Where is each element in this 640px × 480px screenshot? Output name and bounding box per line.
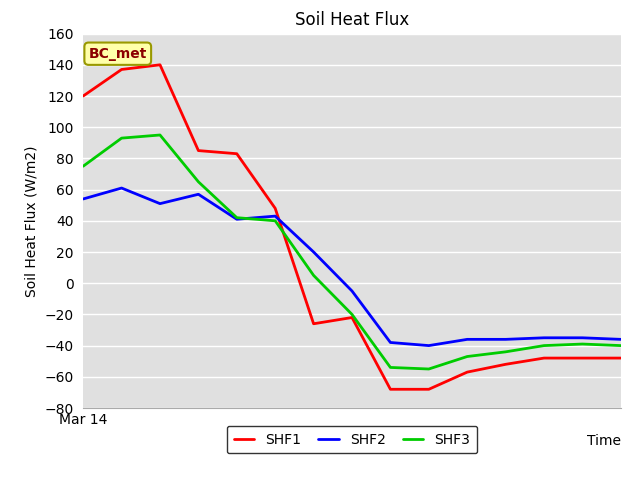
SHF3 — [118, 135, 125, 141]
SHF3 — [502, 349, 509, 355]
SHF2 — [540, 335, 548, 341]
SHF3 — [156, 132, 164, 138]
SHF3 — [540, 343, 548, 348]
SHF2 — [79, 196, 87, 202]
SHF1 — [79, 93, 87, 99]
SHF3 — [463, 354, 471, 360]
SHF3 — [271, 218, 279, 224]
SHF1 — [425, 386, 433, 392]
Legend: SHF1, SHF2, SHF3: SHF1, SHF2, SHF3 — [227, 426, 477, 454]
Text: BC_met: BC_met — [88, 47, 147, 60]
SHF2 — [156, 201, 164, 206]
SHF1 — [310, 321, 317, 326]
SHF1 — [118, 67, 125, 72]
SHF1 — [348, 315, 356, 321]
Line: SHF3: SHF3 — [83, 135, 621, 369]
SHF2 — [233, 216, 241, 222]
Y-axis label: Soil Heat Flux (W/m2): Soil Heat Flux (W/m2) — [25, 145, 38, 297]
SHF1 — [387, 386, 394, 392]
SHF2 — [502, 336, 509, 342]
SHF3 — [195, 179, 202, 185]
SHF2 — [348, 288, 356, 294]
SHF2 — [271, 213, 279, 219]
SHF1 — [463, 369, 471, 375]
SHF3 — [425, 366, 433, 372]
SHF2 — [579, 335, 586, 341]
SHF1 — [156, 62, 164, 68]
SHF2 — [617, 336, 625, 342]
SHF2 — [118, 185, 125, 191]
SHF1 — [502, 361, 509, 367]
SHF3 — [617, 343, 625, 348]
SHF3 — [579, 341, 586, 347]
SHF2 — [463, 336, 471, 342]
Title: Soil Heat Flux: Soil Heat Flux — [295, 11, 409, 29]
Text: Time: Time — [587, 434, 621, 448]
SHF1 — [195, 148, 202, 154]
SHF1 — [617, 355, 625, 361]
SHF2 — [310, 249, 317, 255]
SHF1 — [579, 355, 586, 361]
SHF3 — [387, 365, 394, 371]
Line: SHF2: SHF2 — [83, 188, 621, 346]
SHF2 — [387, 340, 394, 346]
SHF2 — [195, 192, 202, 197]
SHF1 — [540, 355, 548, 361]
SHF3 — [348, 312, 356, 317]
SHF3 — [233, 215, 241, 221]
SHF3 — [79, 163, 87, 169]
SHF2 — [425, 343, 433, 348]
SHF1 — [233, 151, 241, 156]
Line: SHF1: SHF1 — [83, 65, 621, 389]
SHF3 — [310, 273, 317, 278]
SHF1 — [271, 205, 279, 211]
